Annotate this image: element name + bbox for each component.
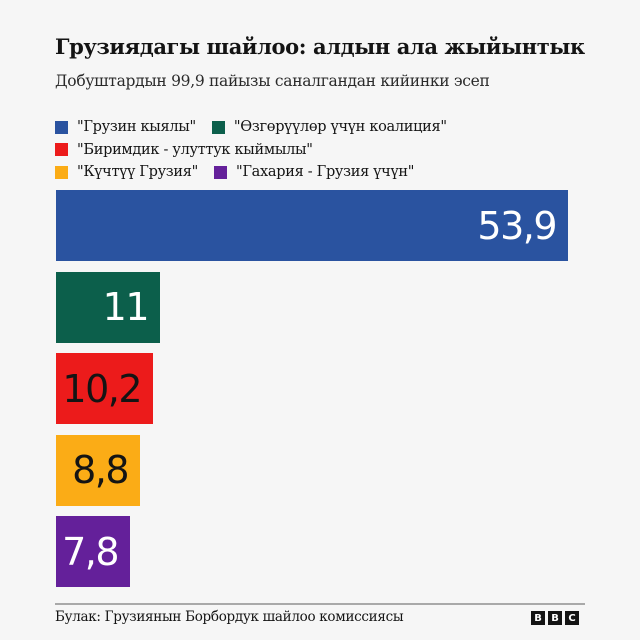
legend-swatch: [211, 120, 225, 134]
bar-value-label: 53,9: [477, 203, 557, 248]
bar-value-label: 7,8: [62, 529, 119, 574]
legend-item-coalition-for-change: "Өзгөрүүлөр үчүн коалиция": [211, 119, 447, 136]
legend-item-strong-georgia: "Күчтүү Грузия": [55, 164, 198, 180]
legend-swatch: [55, 120, 68, 134]
footer-divider: [55, 603, 585, 605]
bbc-logo-block: C: [565, 611, 579, 625]
bbc-logo-block: B: [548, 611, 562, 625]
legend-label: "Гахария - Грузия үчүн": [236, 164, 415, 181]
legend: "Грузин кыялы" "Өзгөрүүлөр үчүн коалиция…: [55, 116, 447, 184]
bar-strong-georgia: 8,8: [56, 434, 140, 506]
chart-subtitle: Добуштардын 99,9 пайызы саналгандан кийи…: [55, 72, 490, 90]
chart-title: Грузиядагы шайлоо: алдын ала жыйынтык: [55, 34, 585, 59]
legend-label: "Өзгөрүүлөр үчүн коалиция": [233, 119, 447, 136]
bbc-logo: B B C: [531, 611, 582, 625]
legend-swatch: [55, 143, 68, 157]
source-note: Булак: Грузиянын Борбордук шайлоо комисс…: [55, 609, 404, 625]
legend-item-gakharia-for-georgia: "Гахария - Грузия үчүн": [214, 164, 414, 180]
bar-value-label: 11: [102, 285, 150, 329]
legend-item-unity-national-movement: "Биримдик - улуттук кыймылы": [55, 142, 313, 158]
legend-item-georgian-dream: "Грузин кыялы": [55, 119, 196, 135]
legend-row: "Күчтүү Грузия" "Гахария - Грузия үчүн": [55, 161, 447, 184]
bbc-logo-block: B: [531, 611, 545, 625]
legend-row: "Биримдик - улуттук кыймылы": [55, 139, 447, 162]
bar-value-label: 10,2: [62, 366, 142, 411]
legend-label: "Биримдик - улуттук кыймылы": [77, 141, 313, 158]
legend-label: "Грузин кыялы": [77, 119, 196, 136]
legend-label: "Күчтүү Грузия": [77, 164, 198, 181]
bar-gakharia-for-georgia: 7,8: [56, 516, 130, 587]
bar-unity-national-movement: 10,2: [56, 353, 153, 424]
bar-coalition-for-change: 11: [56, 271, 160, 343]
legend-swatch: [55, 165, 68, 179]
bar-value-label: 8,8: [72, 448, 129, 492]
bar-chart: 53,9 11 10,2 8,8 7,8: [56, 190, 568, 598]
legend-swatch: [214, 165, 227, 179]
bar-georgian-dream: 53,9: [56, 190, 568, 261]
legend-row: "Грузин кыялы" "Өзгөрүүлөр үчүн коалиция…: [55, 116, 447, 139]
